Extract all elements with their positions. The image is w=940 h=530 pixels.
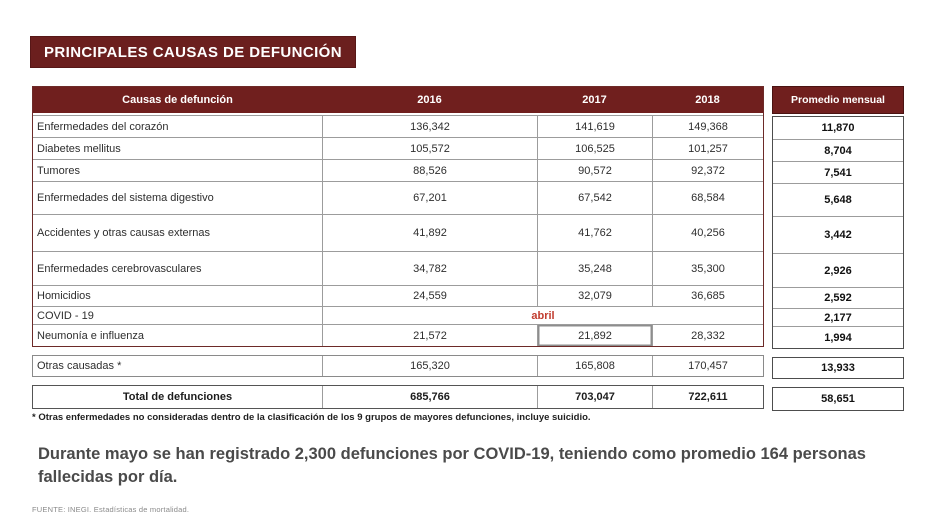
cause-label: Otras causadas * [37,360,122,372]
total-2016: 685,766 [322,386,537,408]
table-row: Tumores 88,526 90,572 92,372 [33,159,763,181]
table-row: Diabetes mellitus 105,572 106,525 101,25… [33,137,763,159]
value-2016: 24,559 [322,286,537,306]
covid-month-label: abril [322,307,763,324]
avg-value: 5,648 [773,183,903,216]
avg-value: 3,442 [773,216,903,253]
deaths-table: Causas de defunción 2016 2017 2018 Enfer… [32,86,904,411]
value-2016: 165,320 [322,356,537,376]
col-header-2016: 2016 [417,94,442,106]
value-2018: 170,457 [652,356,763,376]
value-2016: 41,892 [322,215,537,251]
total-2018: 722,611 [652,386,763,408]
avg-value: 2,926 [773,253,903,287]
cause-label: Diabetes mellitus [37,142,121,155]
value-2017-highlighted: 21,892 [537,325,652,346]
cause-label: Neumonía e influenza [37,329,145,342]
value-2016: 105,572 [322,138,537,159]
table-row: Homicidios 24,559 32,079 36,685 [33,285,763,306]
avg-value: 2,592 [773,287,903,308]
avg-value: 7,541 [773,161,903,183]
avg-value: 2,177 [773,308,903,326]
cause-label: Enfermedades del sistema digestivo [37,192,214,204]
value-2016: 34,782 [322,252,537,285]
table-row-covid: COVID - 19 abril [33,306,763,324]
total-label: Total de defunciones [122,391,233,403]
total-2017: 703,047 [537,386,652,408]
otras-causas-row: Otras causadas * 165,320 165,808 170,457 [32,355,764,377]
value-2016: 136,342 [322,116,537,137]
col-header-causes: Causas de defunción [122,94,233,106]
col-header-2017: 2017 [582,94,607,106]
value-2017: 41,762 [537,215,652,251]
avg-otras-value: 13,933 [772,357,904,379]
value-2017: 67,542 [537,182,652,214]
value-2018: 36,685 [652,286,763,306]
cause-label: COVID - 19 [37,309,94,322]
value-2018: 35,300 [652,252,763,285]
monthly-average-column: Promedio mensual 11,870 8,704 7,541 5,64… [772,86,904,411]
source-attribution: FUENTE: INEGI. Estadísticas de mortalida… [32,505,190,514]
cause-label: Enfermedades cerebrovasculares [37,262,202,275]
table-row: Enfermedades del corazón 136,342 141,619… [33,115,763,137]
avg-value: 8,704 [773,139,903,161]
value-2017: 32,079 [537,286,652,306]
main-table: Causas de defunción 2016 2017 2018 Enfer… [32,86,764,347]
value-2016: 21,572 [322,325,537,346]
value-2018: 101,257 [652,138,763,159]
value-2017: 165,808 [537,356,652,376]
value-2018: 92,372 [652,160,763,181]
col-header-2018: 2018 [695,94,720,106]
covid-summary-text: Durante mayo se han registrado 2,300 def… [38,445,866,487]
value-2018: 40,256 [652,215,763,251]
table-row: Enfermedades del sistema digestivo 67,20… [33,181,763,214]
main-table-column: Causas de defunción 2016 2017 2018 Enfer… [32,86,764,409]
table-row: Neumonía e influenza 21,572 21,892 28,33… [33,324,763,346]
cause-label: Tumores [37,164,80,177]
value-2017: 141,619 [537,116,652,137]
col-header-promedio: Promedio mensual [772,86,904,114]
avg-value: 11,870 [821,122,855,134]
value-2018: 68,584 [652,182,763,214]
cause-label: Enfermedades del corazón [37,120,169,133]
page-title: PRINCIPALES CAUSAS DE DEFUNCIÓN [30,36,356,68]
value-2016: 88,526 [322,160,537,181]
table-row: Enfermedades cerebrovasculares 34,782 35… [33,251,763,285]
table-header-row: Causas de defunción 2016 2017 2018 [33,87,763,115]
value-2017: 90,572 [537,160,652,181]
cause-label: Accidentes y otras causas externas [37,227,211,239]
average-values-box: 11,870 8,704 7,541 5,648 3,442 2,926 2,5… [772,116,904,349]
value-2017: 35,248 [537,252,652,285]
avg-value: 1,994 [773,326,903,348]
total-row: Total de defunciones 685,766 703,047 722… [32,385,764,409]
avg-total-value: 58,651 [772,387,904,411]
cause-label: Homicidios [37,290,91,302]
value-2018: 28,332 [652,325,763,346]
value-2018: 149,368 [652,116,763,137]
table-row: Accidentes y otras causas externas 41,89… [33,214,763,251]
value-2016: 67,201 [322,182,537,214]
footnote: * Otras enfermedades no consideradas den… [32,412,591,423]
value-2017: 106,525 [537,138,652,159]
